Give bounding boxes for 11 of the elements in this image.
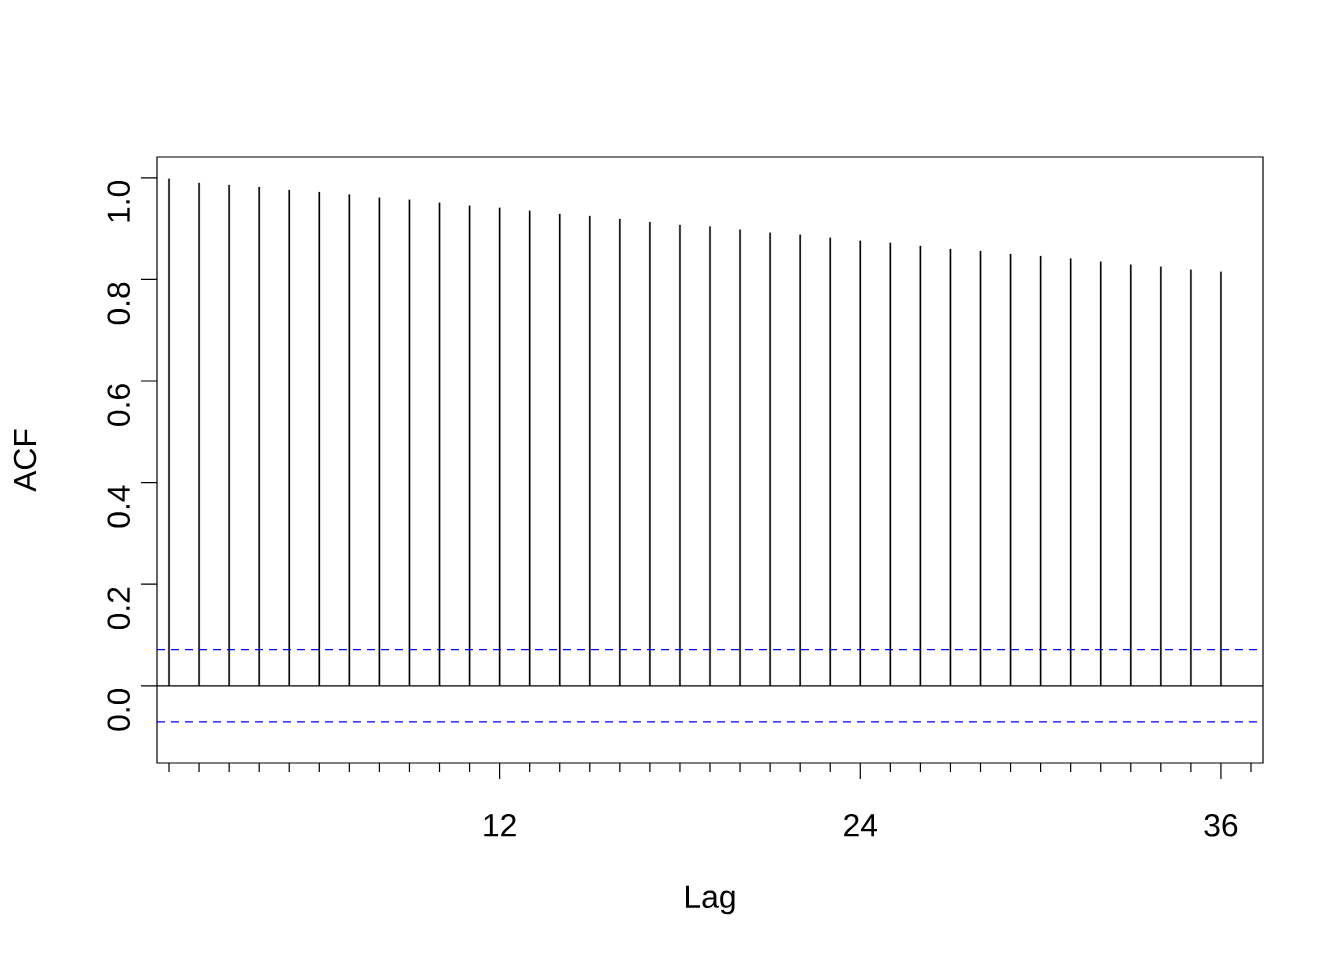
- x-axis-title: Lag: [686, 885, 735, 915]
- y-tick-label: 0.4: [107, 485, 130, 528]
- x-tick-label: 12: [484, 814, 516, 837]
- y-tick-label: 0.0: [107, 688, 130, 731]
- y-tick-label: 0.6: [107, 384, 130, 426]
- y-tick-label: 0.8: [107, 282, 130, 325]
- x-tick-label: 24: [844, 814, 878, 837]
- y-tick-label: 1.0: [107, 180, 130, 222]
- y-tick-label: 0.2: [107, 587, 130, 630]
- y-axis-title: ACF: [13, 429, 37, 492]
- x-tick-label: 36: [1204, 814, 1238, 837]
